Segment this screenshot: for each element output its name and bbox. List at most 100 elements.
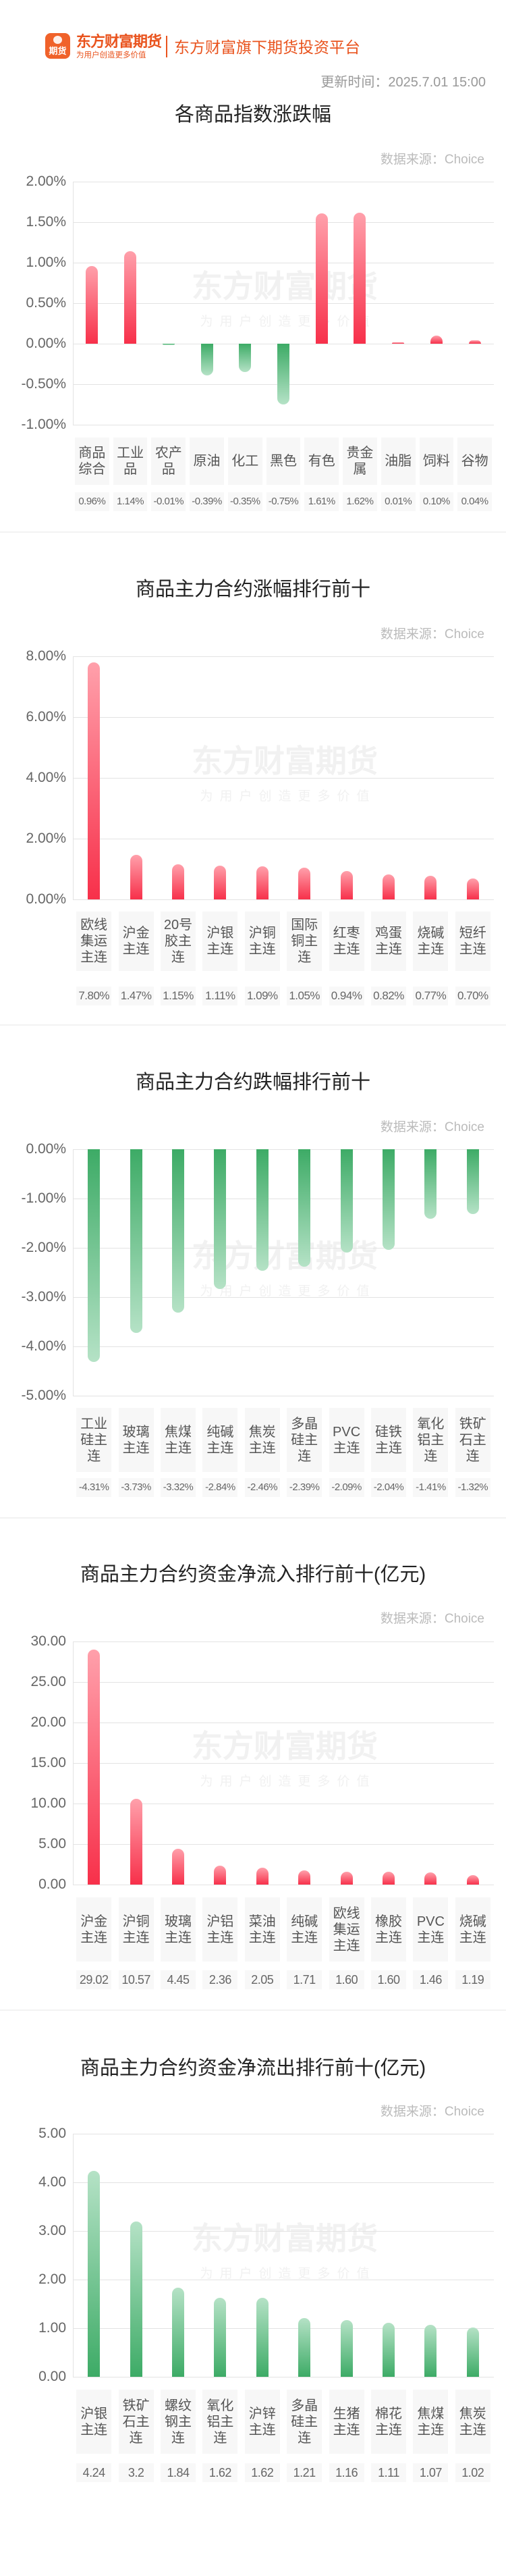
value-label: 1.16 (329, 2463, 364, 2482)
category-label-text: 有色 (308, 454, 335, 469)
bar (214, 1865, 227, 1885)
category-label: 焦炭主连 (455, 2390, 490, 2454)
watermark-logo: 东方财富期货 (192, 2221, 378, 2256)
category-label-text: 沪铜主连 (248, 926, 276, 957)
value-label: -2.46% (244, 1478, 280, 1497)
value-label: 1.60 (371, 1970, 406, 1989)
section-divider (0, 531, 506, 533)
value-label: 0.82% (371, 987, 406, 1005)
category-label: PVC主连 (413, 1897, 449, 1962)
value-label: 1.62% (343, 492, 377, 511)
bar (298, 2317, 311, 2377)
bar (214, 1149, 227, 1290)
y-tick-label: 0.00 (38, 1876, 66, 1892)
data-source: 数据来源：Choice (380, 2105, 484, 2119)
category-label: 纯碱主连 (202, 1408, 238, 1472)
category-label: 生猪主连 (329, 2390, 364, 2454)
category-label: 玻璃主连 (118, 1408, 154, 1472)
y-tick-label: 2.00 (38, 2271, 66, 2287)
y-tick-label: 5.00 (38, 1836, 66, 1851)
value-label: 1.19 (455, 1970, 490, 1989)
y-tick-label: 0.00 (38, 2369, 66, 2384)
watermark-slogan: 为用户创造更多价值 (200, 1284, 376, 1298)
value-label: 1.46 (413, 1970, 449, 1989)
bar (424, 2324, 437, 2377)
category-label-text: 多晶硅主连 (291, 1416, 318, 1464)
category-label-text: 化工 (231, 454, 259, 469)
category-label-text: 鸡蛋主连 (375, 926, 402, 957)
value-label: 0.01% (381, 492, 416, 511)
value-label: 0.94% (329, 987, 364, 1005)
category-label-text: 沪铝主连 (206, 1914, 234, 1945)
gridline (73, 303, 494, 304)
category-label-text: PVC主连 (416, 1914, 445, 1945)
gridline (73, 1297, 494, 1298)
gridline (73, 899, 494, 900)
category-label-text: 沪金主连 (80, 1914, 108, 1945)
value-label: 1.05% (287, 987, 322, 1005)
logo-icon: 期货 (45, 33, 70, 59)
y-tick-label: 0.00% (26, 891, 66, 907)
value-label: 1.21 (287, 2463, 322, 2482)
category-label: 沪铜主连 (118, 1897, 154, 1962)
bar (239, 344, 252, 372)
category-label-text: 氧化铝主连 (206, 2398, 234, 2446)
data-source: 数据来源：Choice (380, 153, 484, 167)
value-label: 1.71 (287, 1970, 322, 1989)
category-label: 氧化铝主连 (202, 2390, 238, 2454)
category-label-text: 欧线集运主连 (80, 918, 108, 965)
value-label: 1.09% (244, 987, 280, 1005)
value-label: 4.24 (76, 2463, 112, 2482)
value-label: 1.62 (202, 2463, 238, 2482)
category-label: 沪银主连 (202, 912, 238, 971)
section-divider (0, 1024, 506, 1026)
gridline (73, 222, 494, 223)
watermark-slogan: 为用户创造更多价值 (200, 2267, 376, 2281)
category-label-text: 沪银主连 (80, 2406, 108, 2438)
bar (383, 1149, 395, 1250)
bar (298, 1149, 311, 1267)
gridline (73, 1844, 494, 1845)
category-label: 烧碱主连 (455, 1897, 490, 1962)
brand-slogan: 为用户创造更多价值 (76, 51, 146, 59)
value-label: -2.39% (287, 1478, 322, 1497)
category-label-text: 硅铁主连 (375, 1424, 402, 1456)
y-tick-label: 2.00% (26, 174, 66, 189)
category-label: 氧化铝主连 (413, 1408, 449, 1472)
value-label: 0.70% (455, 987, 490, 1005)
category-label-text: 沪金主连 (122, 926, 150, 957)
value-label: -0.39% (190, 492, 224, 511)
category-label-text: 玻璃主连 (122, 1424, 150, 1456)
brand-name: 东方财富期货 (76, 33, 162, 50)
category-label: 纯碱主连 (287, 1897, 322, 1962)
y-tick-label: -2.00% (21, 1240, 66, 1255)
category-label-text: 橡胶主连 (375, 1914, 402, 1945)
value-label: 0.77% (413, 987, 449, 1005)
category-label-text: 菜油主连 (248, 1914, 276, 1945)
bar (298, 1870, 311, 1885)
gridline (73, 1641, 494, 1642)
y-tick-label: 20.00 (30, 1714, 66, 1730)
category-label: 工业硅主连 (76, 1408, 112, 1472)
category-label: 沪金主连 (118, 912, 154, 971)
category-label: 焦炭主连 (244, 1408, 280, 1472)
category-label-text: 沪银主连 (206, 926, 234, 957)
category-label: 贵金属 (343, 438, 377, 485)
watermark-logo: 东方财富期货 (192, 1729, 378, 1764)
y-tick-label: 8.00% (26, 648, 66, 664)
value-label: 1.11% (202, 987, 238, 1005)
category-label-text: 原油 (193, 454, 221, 469)
section-divider (0, 2009, 506, 2011)
bar (466, 2327, 479, 2377)
category-label: 20号胶主连 (161, 912, 196, 971)
bar (124, 251, 137, 344)
category-label: 欧线集运主连 (76, 912, 112, 971)
value-label: 10.57 (118, 1970, 154, 1989)
update-value: 2025.7.01 15:00 (388, 75, 486, 90)
y-axis (73, 656, 74, 899)
y-tick-label: -1.00% (21, 417, 66, 432)
value-label: 1.11 (371, 2463, 406, 2482)
category-label-text: 烧碱主连 (417, 926, 445, 957)
value-label: 1.60 (329, 1970, 364, 1989)
gridline (73, 778, 494, 779)
